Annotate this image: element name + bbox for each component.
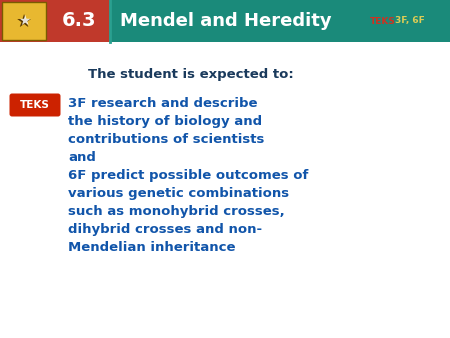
Text: 3F, 6F: 3F, 6F — [395, 17, 425, 25]
Text: and: and — [68, 151, 96, 164]
Text: TEKS: TEKS — [20, 100, 50, 110]
Text: TEKS: TEKS — [370, 17, 396, 25]
Bar — [0, 0, 450, 42]
Text: the history of biology and: the history of biology and — [68, 115, 262, 128]
Text: Mendelian inheritance: Mendelian inheritance — [68, 241, 235, 254]
Text: 6F predict possible outcomes of: 6F predict possible outcomes of — [68, 169, 308, 182]
Text: dihybrid crosses and non-: dihybrid crosses and non- — [68, 223, 262, 236]
Text: 3F research and describe: 3F research and describe — [68, 97, 257, 110]
Text: various genetic combinations: various genetic combinations — [68, 187, 289, 200]
Bar — [2, 2, 46, 40]
Text: such as monohybrid crosses,: such as monohybrid crosses, — [68, 205, 285, 218]
Text: The student is expected to:: The student is expected to: — [88, 68, 294, 81]
FancyBboxPatch shape — [9, 94, 60, 117]
Text: ★: ★ — [16, 13, 32, 31]
Text: Mendel and Heredity: Mendel and Heredity — [120, 12, 332, 30]
Bar — [0, 0, 110, 42]
Text: contributions of scientists: contributions of scientists — [68, 133, 265, 146]
Text: 6.3: 6.3 — [62, 11, 96, 30]
Text: ★: ★ — [18, 14, 30, 28]
